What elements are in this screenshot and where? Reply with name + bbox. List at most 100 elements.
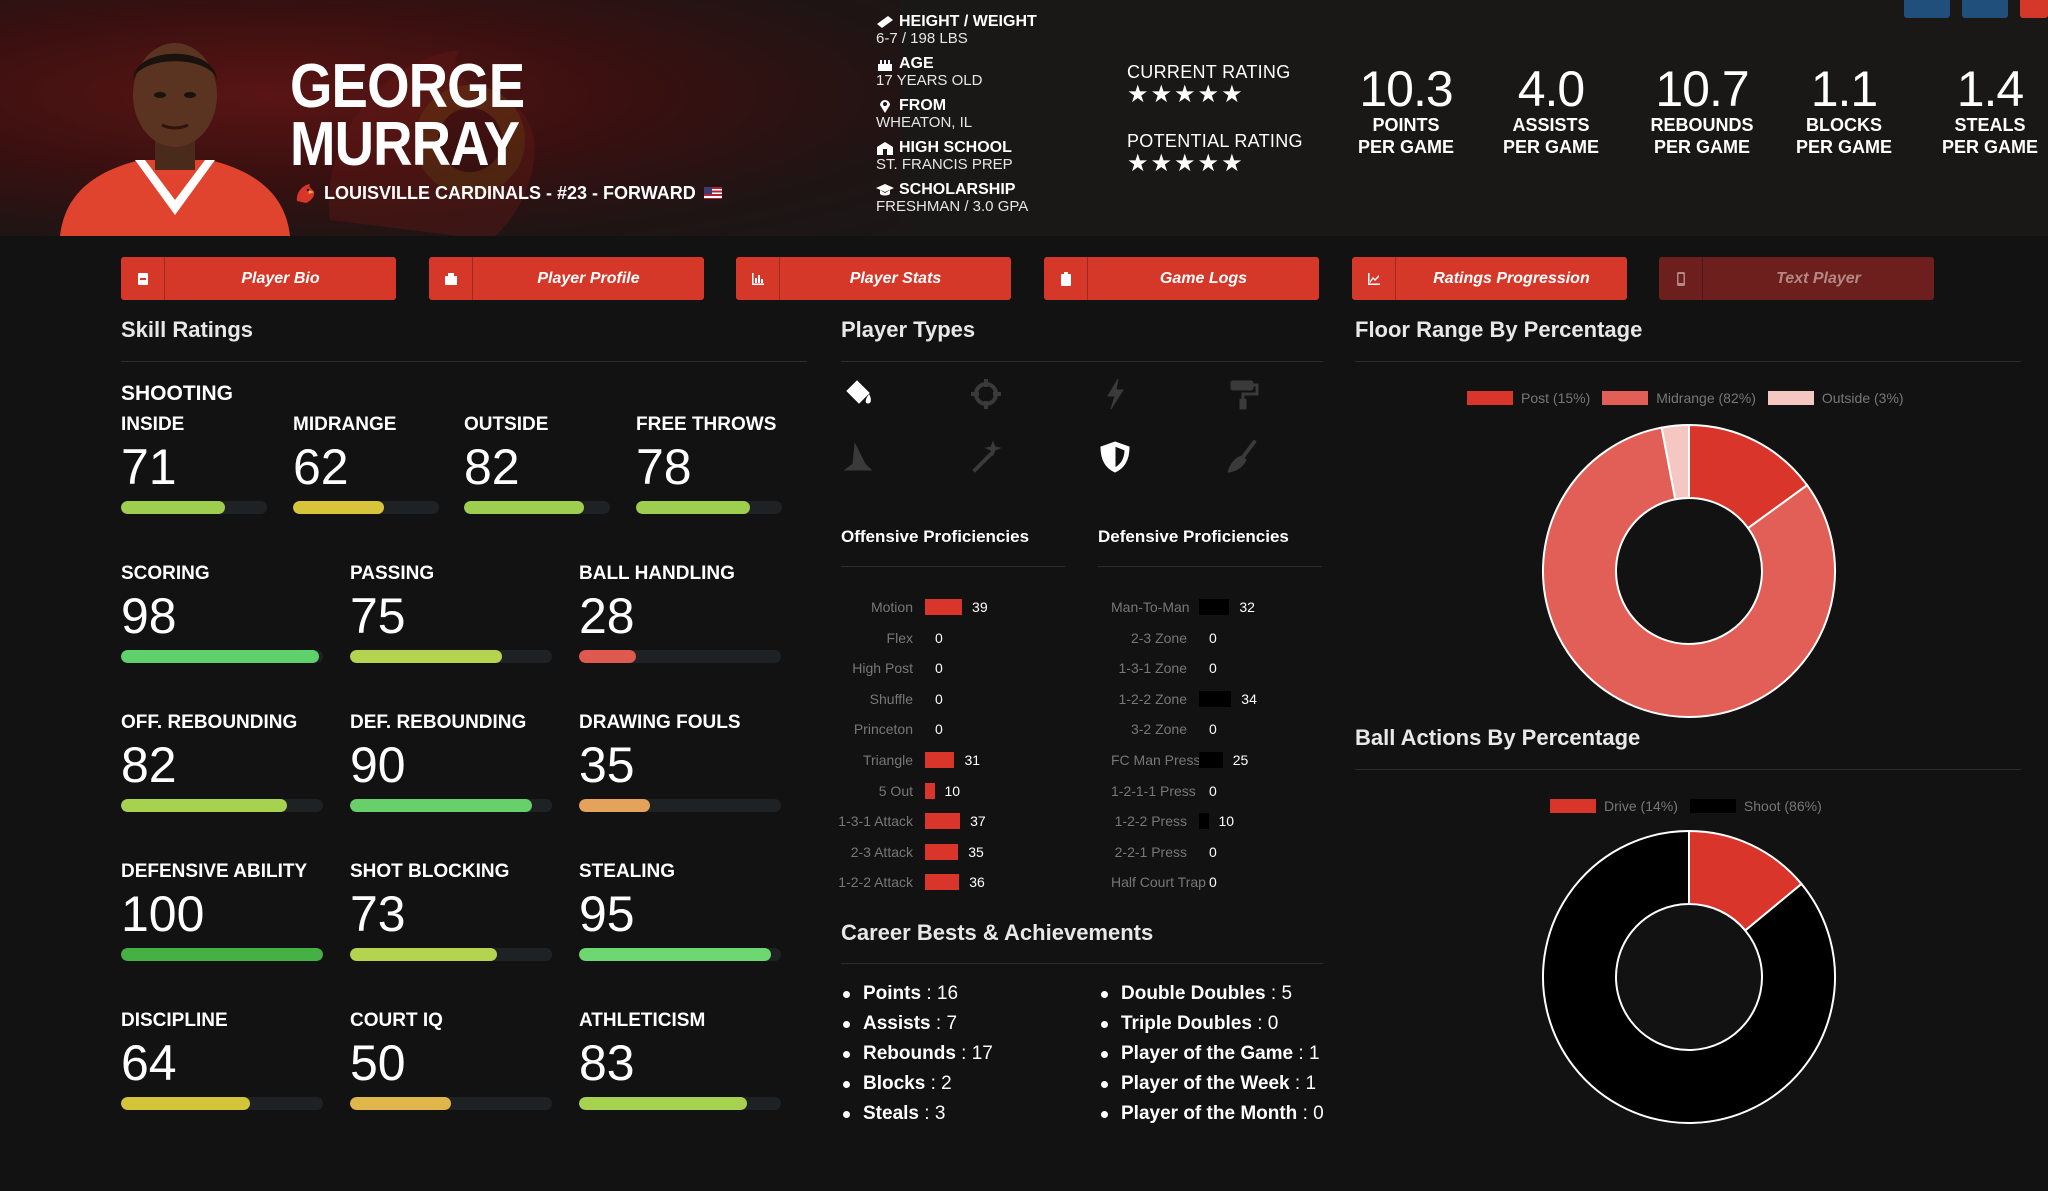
defensive-row-fc-man-press: FC Man Press 25 [1111,751,1248,769]
ratings-progression-button[interactable]: Ratings Progression [1352,257,1627,300]
legend-item-shoot[interactable]: Shoot (86%) [1689,798,1822,814]
stat-label-sub: PER GAME [1941,137,2038,157]
birthday-cake-icon [878,60,892,71]
proficiency-value: 0 [1209,782,1217,799]
achievement-label: Rebounds [863,1043,956,1064]
defensive-row-3-2-zone: 3-2 Zone 0 [1111,720,1217,738]
proficiency-name: Motion [870,599,913,615]
player-stats-button[interactable]: Player Stats [736,257,1011,300]
stat-label-sub: PER GAME [1795,137,1892,157]
achievement-value: 2 [941,1073,952,1094]
skill-name: OFF. REBOUNDING [121,712,298,733]
achievement-value: 16 [936,983,959,1004]
defensive-row-1-3-1-zone: 1-3-1 Zone 0 [1111,659,1217,677]
ruler-icon [877,16,893,28]
offensive-row-princeton: Princeton 0 [837,720,943,738]
skill-bar-track [121,650,323,663]
legend-item-post[interactable]: Post (15%) [1467,390,1590,406]
skill-shot-blocking: SHOT BLOCKING 73 [350,861,552,961]
proficiency-value: 37 [970,813,986,830]
player-types-title: Player Types [841,317,976,342]
bio-list: HEIGHT / WEIGHT 6-7 / 198 LBS AGE 17 YEA… [876,14,1096,224]
proficiency-bar [1199,813,1209,830]
legend-label: Midrange (82%) [1656,390,1756,406]
skill-ratings-title: Skill Ratings [121,317,254,342]
prev-player-button[interactable] [1904,0,1950,18]
legend-item-outside[interactable]: Outside (3%) [1767,390,1904,406]
bio-height-weight: HEIGHT / WEIGHT 6-7 / 198 LBS [876,14,1096,48]
stat-steals: 1.4 STEALS PER GAME [1915,64,2048,158]
slice-outside[interactable] [1660,423,1690,501]
skill-value: 35 [579,737,635,793]
legend-item-drive[interactable]: Drive (14%) [1550,798,1678,814]
achievement-sep: : [1297,1103,1314,1124]
offensive-row-1-3-1-attack: 1-3-1 Attack 37 [837,812,986,830]
achievement-value: 17 [971,1043,993,1064]
offensive-row-2-3-attack: 2-3 Attack 35 [837,843,984,861]
stat-assists: 4.0 ASSISTS PER GAME [1476,64,1626,158]
next-player-button[interactable] [1962,0,2008,18]
stat-label: REBOUNDS [1650,115,1754,135]
skill-bar-track [350,948,552,961]
player-portrait [60,43,290,236]
skill-bar-fill [579,799,650,812]
skill-bar-track [121,948,323,961]
achievement-label: Double Doubles [1121,983,1266,1004]
defensive-divider [1098,566,1322,567]
legend-item-midrange[interactable]: Midrange (82%) [1602,390,1756,406]
achievement-sep: : [918,1103,935,1124]
floor-range-donut-chart [1542,423,1836,718]
skill-value: 75 [350,588,406,644]
achievement-label: Blocks [863,1073,926,1094]
skill-bar-fill [121,501,225,514]
slice-midrange[interactable] [1542,426,1836,718]
achievement-sep: : [930,1013,947,1034]
legend-swatch [1689,799,1736,813]
game-logs-button[interactable]: Game Logs [1044,257,1319,300]
skill-bar-track [121,799,323,812]
skill-name: MIDRANGE [293,414,397,435]
skill-name: COURT IQ [350,1010,443,1031]
career-bests-title: Career Bests & Achievements [841,920,1154,945]
proficiency-name: Triangle [862,752,913,768]
floor-range-divider [1355,361,2021,362]
proficiency-bar [1199,599,1230,615]
text-player-button[interactable]: Text Player [1659,257,1934,300]
skill-scoring: SCORING 98 [121,563,323,663]
achievement-label: Points [863,983,922,1004]
skill-discipline: DISCIPLINE 64 [121,1010,323,1110]
player-bio-button[interactable]: Player Bio [121,257,396,300]
offensive-row-motion: Motion 39 [837,598,988,616]
achievement-value: 7 [946,1013,958,1034]
skill-def-rebounding: DEF. REBOUNDING 90 [350,712,552,812]
close-button[interactable] [2020,0,2048,18]
stat-value: 1.4 [1956,61,2025,117]
skill-name: DEFENSIVE ABILITY [121,861,308,882]
achievement-triple-doubles: Triple Doubles : 0 [1101,1009,1324,1039]
skill-bar-fill [464,501,584,514]
achievements-left: Points : 16 Assists : 7 Rebounds : 17 Block… [843,979,993,1129]
player-profile-button[interactable]: Player Profile [429,257,704,300]
skill-drawing-fouls: DRAWING FOULS 35 [579,712,781,812]
proficiency-name: 1-3-1 Attack [838,813,913,830]
proficiency-value: 0 [1209,660,1217,677]
proficiency-value: 35 [968,843,984,860]
proficiency-value: 0 [935,690,943,707]
paint-bucket-icon [841,377,875,411]
achievement-sep: : [1293,1043,1309,1064]
proficiency-bar [925,843,959,860]
slice-shoot[interactable] [1542,829,1836,1124]
proficiency-value: 31 [964,752,981,768]
proficiency-name: 5 Out [878,782,913,799]
achievement-value: 3 [934,1103,946,1124]
bio-value-text: 6-7 / 198 LBS [876,30,968,47]
skill-value: 82 [121,737,177,793]
skill-value: 62 [293,439,349,495]
skill-name: SCORING [121,563,210,584]
skill-name: DRAWING FOULS [579,712,741,733]
id-card-icon [137,272,148,285]
skill-bar-track [464,501,610,514]
skill-value: 82 [464,439,520,495]
achievement-double-doubles: Double Doubles : 5 [1101,979,1324,1009]
achievement-points: Points : 16 [843,979,993,1009]
